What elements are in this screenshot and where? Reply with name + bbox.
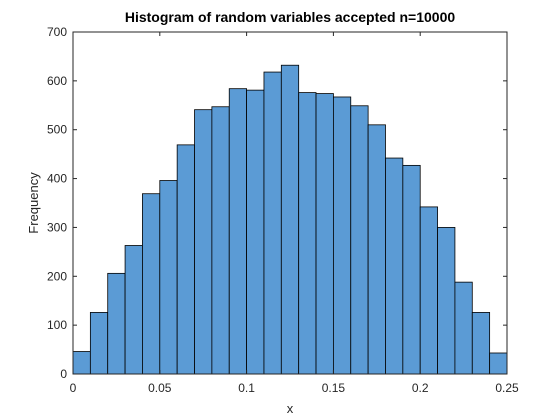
histogram-bar (385, 157, 404, 375)
histogram-bar (263, 71, 282, 375)
histogram-bar (176, 144, 195, 375)
histogram-bar (454, 281, 473, 375)
x-tick-label: 0.2 (412, 381, 429, 395)
histogram-bar (489, 352, 508, 375)
x-axis-ticks: 0 0.05 0.1 0.15 0.2 0.25 (70, 32, 519, 395)
y-tick-label: 700 (47, 25, 67, 39)
histogram-bar (159, 180, 178, 375)
histogram-bar (89, 312, 109, 375)
y-tick-label: 100 (47, 318, 67, 332)
histogram-bar (315, 93, 334, 375)
histogram-bar (280, 64, 300, 375)
x-tick-label: 0.15 (322, 381, 346, 395)
histogram-bar (142, 193, 161, 375)
y-axis-ticks: 0 100 200 300 400 500 600 700 (47, 25, 507, 381)
y-tick-label: 300 (47, 220, 67, 234)
y-tick-label: 500 (47, 123, 67, 137)
x-tick-label: 0.25 (495, 381, 519, 395)
histogram-bar (194, 109, 213, 375)
histogram-bar (211, 106, 230, 375)
y-tick-label: 400 (47, 172, 67, 186)
x-tick-label: 0.05 (148, 381, 172, 395)
chart-title: Histogram of random variables accepted n… (125, 9, 456, 25)
histogram-bar (402, 164, 421, 375)
bars-group (72, 64, 508, 375)
histogram-bar (107, 272, 126, 375)
histogram-bar (228, 88, 248, 375)
histogram-bar (332, 96, 352, 375)
histogram-bar (72, 351, 91, 375)
histogram-bar (350, 105, 369, 375)
histogram-bar (298, 92, 317, 375)
histogram-bar (419, 206, 438, 375)
plot-box (72, 31, 508, 375)
y-axis-label: Frequency (26, 172, 41, 234)
x-axis-label: x (287, 401, 294, 416)
histogram-bar (124, 245, 143, 375)
x-tick-label: 0 (70, 381, 77, 395)
y-tick-label: 200 (47, 269, 67, 283)
histogram-bar (471, 312, 491, 375)
y-tick-label: 0 (60, 367, 67, 381)
histogram-bar (246, 89, 265, 375)
y-tick-label: 600 (47, 74, 67, 88)
histogram-bar (367, 124, 386, 375)
x-tick-label: 0.1 (238, 381, 255, 395)
histogram-bar (437, 227, 456, 375)
